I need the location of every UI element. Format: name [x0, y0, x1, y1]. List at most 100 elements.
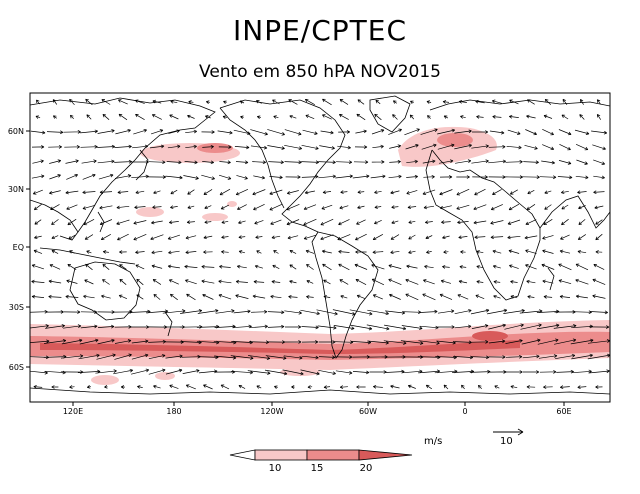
- wind-vector-arrow: [559, 249, 571, 254]
- wind-vector-arrow: [522, 175, 540, 180]
- wind-vector-arrow: [150, 234, 164, 241]
- wind-vector-arrow: [575, 263, 589, 271]
- wind-vector-arrow: [120, 385, 125, 389]
- wind-vector-arrow: [185, 129, 197, 134]
- wind-vector-arrow: [114, 324, 132, 329]
- wind-vector-arrow: [117, 233, 129, 241]
- wind-vector-arrow: [285, 175, 301, 179]
- wind-vector-arrow: [167, 234, 181, 240]
- wind-vector-arrow: [440, 279, 451, 284]
- wind-vector-arrow: [267, 324, 285, 329]
- wind-vector-arrow: [408, 234, 416, 240]
- wind-vector-arrow: [503, 308, 525, 314]
- wind-vector-arrow: [492, 114, 502, 119]
- wind-vector-arrow: [509, 99, 519, 105]
- wind-vector-arrow: [408, 220, 416, 224]
- lat-tick-label: 60S: [9, 363, 24, 372]
- wind-vector-arrow: [301, 174, 319, 179]
- wind-vector-arrow: [239, 100, 245, 104]
- wind-vector-arrow: [137, 385, 143, 389]
- wind-vector-arrow: [443, 384, 449, 390]
- wind-vector-arrow: [303, 204, 317, 211]
- wind-vector-arrow: [34, 219, 42, 225]
- wind-vector-arrow: [203, 384, 213, 390]
- wind-vector-arrow: [595, 250, 603, 254]
- wind-vector-arrow: [579, 114, 585, 120]
- wind-vector-arrow: [536, 323, 560, 330]
- wind-vector-arrow: [203, 250, 213, 254]
- wind-vector-arrow: [60, 354, 84, 359]
- wind-vector-arrow: [458, 279, 468, 284]
- wind-vector-arrow: [510, 295, 518, 299]
- wind-vector-arrow: [357, 205, 365, 210]
- wind-vector-arrow: [475, 294, 485, 300]
- wind-vector-arrow: [218, 174, 232, 180]
- wind-vector-arrow: [539, 175, 557, 180]
- wind-vector-arrow: [304, 190, 315, 195]
- wind-vector-arrow: [383, 340, 407, 345]
- wind-vector-arrow: [536, 309, 560, 314]
- wind-vector-arrow: [265, 355, 287, 360]
- wind-vector-arrow: [338, 130, 350, 134]
- wind-vector-arrow: [335, 370, 353, 375]
- wind-vector-arrow: [252, 160, 266, 165]
- wind-vector-arrow: [267, 340, 286, 344]
- wind-vector-arrow: [69, 98, 75, 106]
- wind-vector-arrow: [527, 295, 535, 299]
- wind-vector-arrow: [455, 159, 472, 164]
- lat-tick-label: 60N: [8, 127, 24, 136]
- wind-vector-arrow: [67, 218, 77, 226]
- wind-vector-arrow: [356, 113, 366, 121]
- wind-vector-arrow: [104, 385, 108, 389]
- wind-vector-arrow: [269, 189, 283, 195]
- wind-vector-arrow: [352, 174, 370, 179]
- wind-vector-arrow: [238, 220, 246, 225]
- organization-title: INPE/CPTEC: [233, 14, 407, 47]
- wind-vector-arrow: [301, 144, 319, 150]
- wind-vector-arrow: [559, 143, 571, 151]
- wind-vector-arrow: [439, 189, 453, 196]
- wind-vector-arrow: [184, 264, 198, 269]
- wind-vector-arrow: [273, 250, 279, 254]
- wind-vector-arrow: [283, 355, 303, 360]
- wind-vector-arrow: [388, 264, 402, 269]
- wind-vector-arrow: [256, 100, 262, 104]
- wind-vector-arrow: [340, 190, 348, 194]
- wind-vector-arrow: [185, 384, 196, 390]
- wind-vector-arrow: [526, 204, 536, 211]
- wind-vector-arrow: [472, 130, 489, 134]
- wind-vector-arrow: [288, 294, 298, 299]
- wind-vector-arrow: [575, 143, 589, 151]
- wind-vector-arrow: [169, 114, 179, 120]
- wind-vector-arrow: [51, 219, 59, 225]
- wind-vector-arrow: [538, 354, 558, 359]
- wind-vector-arrow: [285, 325, 302, 329]
- wind-vector-arrow: [560, 234, 570, 240]
- wind-vector-arrow: [86, 250, 92, 254]
- wind-vector-arrow: [509, 264, 519, 269]
- wind-vector-arrow: [594, 205, 604, 210]
- wind-vector-arrow: [30, 130, 46, 135]
- wind-vector-arrow: [51, 235, 59, 240]
- wind-vector-arrow: [318, 160, 336, 165]
- wind-vector-arrow: [539, 370, 557, 374]
- wind-vector-arrow: [489, 130, 505, 135]
- wind-vector-arrow: [322, 190, 332, 195]
- wind-vector-arrow: [572, 369, 592, 374]
- wind-vector-arrow: [436, 340, 456, 345]
- wind-vector-arrow: [473, 204, 487, 211]
- wind-vector-arrow: [369, 370, 387, 374]
- wind-vector-arrow: [454, 129, 472, 134]
- wind-vector-arrow: [493, 280, 501, 284]
- wind-vector-arrow: [458, 99, 467, 104]
- wind-vector-arrow: [318, 355, 336, 360]
- wind-vector-arrow: [537, 338, 559, 345]
- wind-vector-arrow: [407, 205, 417, 210]
- wind-vector-arrow: [31, 279, 45, 284]
- wind-vector-arrow: [510, 280, 518, 284]
- wind-vector-arrow: [101, 294, 111, 299]
- wind-vector-arrow: [335, 355, 353, 359]
- wind-vector-arrow: [523, 370, 540, 374]
- wind-vector-arrow: [390, 234, 400, 240]
- lat-tick-label: EQ: [13, 243, 24, 252]
